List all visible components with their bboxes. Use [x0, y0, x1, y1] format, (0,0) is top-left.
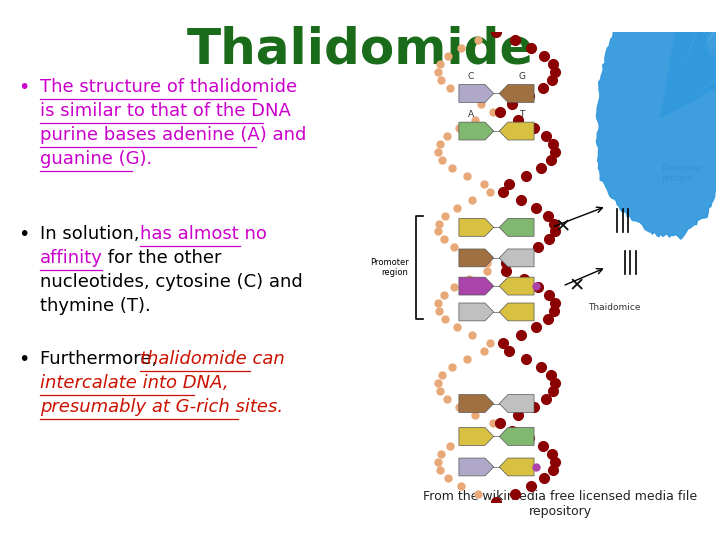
Text: A: A [468, 110, 474, 119]
Polygon shape [499, 428, 534, 445]
Text: purine bases adenine (A) and: purine bases adenine (A) and [40, 126, 307, 144]
Text: affinity: affinity [40, 249, 103, 267]
Text: From the wikimedia free licensed media file
repository: From the wikimedia free licensed media f… [423, 490, 697, 518]
Text: Promoter
protein: Promoter protein [662, 164, 703, 183]
Polygon shape [662, 2, 720, 117]
Polygon shape [662, 0, 720, 117]
Text: G: G [518, 72, 526, 81]
Polygon shape [596, 0, 720, 239]
Polygon shape [662, 38, 720, 117]
Polygon shape [459, 85, 494, 103]
Text: •: • [18, 225, 30, 244]
Polygon shape [459, 458, 494, 476]
Text: nucleotides, cytosine (C) and: nucleotides, cytosine (C) and [40, 273, 302, 291]
Text: The structure of thalidomide: The structure of thalidomide [40, 78, 297, 96]
Text: Thaidomice: Thaidomice [588, 303, 641, 312]
Polygon shape [662, 0, 715, 117]
Polygon shape [499, 277, 534, 295]
Polygon shape [662, 71, 720, 117]
Polygon shape [499, 249, 534, 267]
Polygon shape [459, 395, 494, 413]
Polygon shape [662, 0, 701, 117]
Polygon shape [459, 122, 494, 140]
Polygon shape [499, 303, 534, 321]
Text: ✕: ✕ [569, 276, 585, 295]
Text: for the other: for the other [102, 249, 221, 267]
Text: In solution,: In solution, [40, 225, 145, 243]
Polygon shape [662, 24, 720, 117]
Polygon shape [662, 0, 720, 117]
Text: is similar to that of the DNA: is similar to that of the DNA [40, 102, 291, 120]
Polygon shape [499, 85, 534, 103]
Text: presumably at G-rich sites.: presumably at G-rich sites. [40, 398, 283, 416]
Polygon shape [662, 0, 694, 117]
Text: guanine (G).: guanine (G). [40, 150, 163, 168]
Text: Thalidomide: Thalidomide [186, 25, 534, 73]
Text: C: C [468, 72, 474, 81]
Polygon shape [459, 303, 494, 321]
Text: intercalate into DNA,: intercalate into DNA, [40, 374, 229, 392]
Polygon shape [662, 11, 720, 117]
Text: •: • [18, 350, 30, 369]
Text: ✕: ✕ [554, 218, 571, 237]
Polygon shape [662, 0, 711, 117]
Polygon shape [662, 28, 720, 117]
Text: T: T [519, 110, 525, 119]
Text: thalidomide can: thalidomide can [140, 350, 285, 368]
Text: •: • [18, 78, 30, 97]
Polygon shape [499, 395, 534, 413]
Text: thymine (T).: thymine (T). [40, 297, 150, 315]
Polygon shape [499, 122, 534, 140]
Polygon shape [499, 458, 534, 476]
Polygon shape [499, 219, 534, 237]
Polygon shape [459, 249, 494, 267]
Polygon shape [662, 28, 720, 117]
Polygon shape [459, 277, 494, 295]
Text: Furthermore,: Furthermore, [40, 350, 163, 368]
Text: Promoter
region: Promoter region [370, 258, 408, 277]
Text: has almost no: has almost no [140, 225, 267, 243]
Polygon shape [459, 219, 494, 237]
Polygon shape [662, 0, 689, 117]
Polygon shape [662, 58, 720, 117]
Polygon shape [459, 428, 494, 445]
